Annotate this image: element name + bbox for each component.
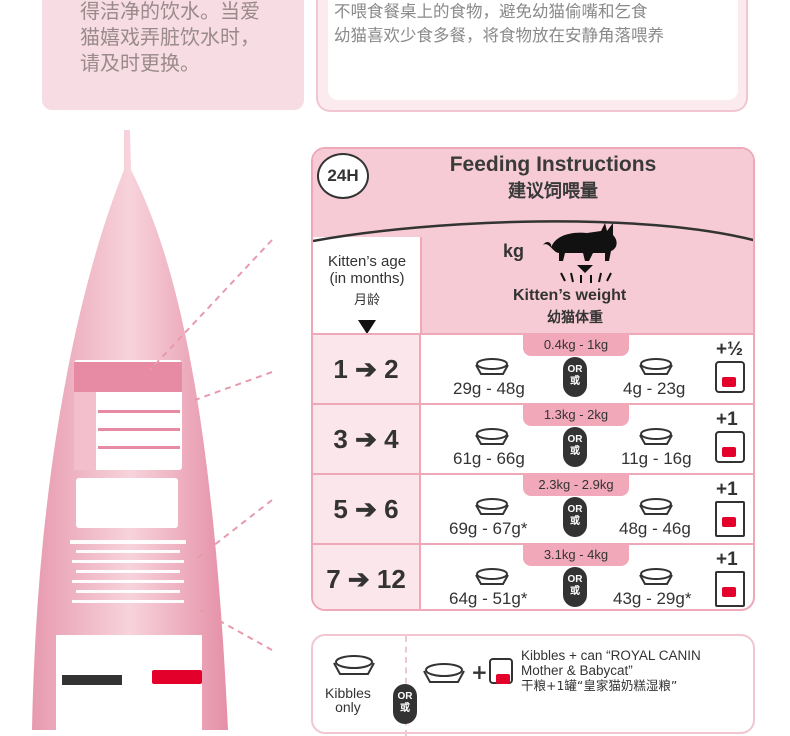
or-cn: 或 — [570, 586, 580, 597]
age-cell: 5 ➔ 6 — [313, 475, 421, 543]
bowl-icon — [475, 568, 509, 585]
mixed-label-en-1: Kibbles + can “ROYAL CANIN — [521, 648, 701, 663]
can-portion: +1 — [716, 409, 738, 430]
plus-sign: + — [471, 660, 488, 684]
weight-range: 1.3kg - 2kg — [523, 404, 629, 426]
water-tip-card: 得洁净的饮水。当爱 猫嬉戏弄脏饮水时， 请及时更换。 — [42, 0, 304, 110]
mixed-amount: 48g - 46g — [619, 519, 691, 538]
unit-label: kg — [503, 241, 525, 261]
dry-only-amount: 64g - 51g* — [449, 589, 528, 608]
dry-only-amount: 61g - 66g — [453, 449, 525, 468]
weight-label-en: Kitten’s weight — [513, 287, 627, 304]
kibbles-only-line-2: only — [335, 699, 361, 715]
mixed-label-cn: 干粮+1罐“皇家猫奶糕湿粮” — [521, 678, 678, 693]
mixed-amount: 11g - 16g — [621, 449, 692, 468]
or-en: OR — [567, 574, 583, 585]
can-icon — [715, 431, 745, 463]
age-label-en-1: Kitten’s age — [327, 253, 407, 270]
feeding-tips-card: 不喂食餐桌上的食物，避免幼猫偷嘴和乞食 幼猫喜欢少食多餐，将食物放在安静角落喂养 — [316, 0, 748, 112]
weight-range: 2.3kg - 2.9kg — [523, 474, 629, 496]
age-label-cn: 月龄 — [353, 293, 380, 308]
feeding-instructions-table: 24H Feeding Instructions 建议饲喂量 kg Kitten… — [311, 147, 755, 611]
bowl-icon — [475, 498, 509, 515]
or-pill: OR 或 — [563, 427, 587, 467]
feeding-row: 3 ➔ 4 1.3kg - 2kg 61g - 66g OR 或 11g - 16… — [313, 403, 753, 473]
dry-only-amount: 69g - 67g* — [449, 519, 528, 538]
mixed-amount: 43g - 29g* — [613, 589, 692, 608]
pouch-icon — [715, 501, 745, 537]
age-label-en-2: (in months) — [329, 270, 405, 287]
or-en: OR — [567, 504, 583, 515]
bowl-icon — [333, 655, 375, 675]
table-header: 24H Feeding Instructions 建议饲喂量 kg Kitten… — [313, 149, 753, 334]
age-cell: 1 ➔ 2 — [313, 335, 421, 403]
bowl-icon — [639, 568, 673, 585]
weight-range: 0.4kg - 1kg — [523, 334, 629, 356]
or-cn: 或 — [570, 446, 580, 457]
bowl-icon — [639, 498, 673, 515]
or-en: OR — [567, 434, 583, 445]
water-tip-line-3: 请及时更换。 — [80, 51, 200, 75]
mixed-label-en-2: Mother & Babycat” — [521, 663, 633, 678]
cat-on-scale-icon — [543, 223, 617, 283]
zoom-connector-lines — [149, 239, 273, 651]
kibbles-only-line-1: Kibbles — [325, 685, 371, 701]
weight-range: 3.1kg - 4kg — [523, 544, 629, 566]
pouch-icon — [715, 571, 745, 607]
bowl-icon — [639, 358, 673, 375]
water-tip-line-1: 得洁净的饮水。当爱 — [80, 0, 260, 23]
age-cell: 7 ➔ 12 — [313, 545, 421, 609]
legend-card: Kibbles only OR 或 + Kibbles + can “ROYAL … — [311, 634, 755, 736]
or-pill: OR 或 — [563, 497, 587, 537]
feeding-row: 7 ➔ 12 3.1kg - 4kg 64g - 51g* OR 或 43g - … — [313, 543, 753, 609]
feeding-title-cn: 建议饲喂量 — [508, 181, 598, 202]
age-cell: 3 ➔ 4 — [313, 405, 421, 473]
dry-only-amount: 29g - 48g — [453, 379, 525, 398]
pouch-portion: +1 — [716, 479, 738, 500]
can-icon — [715, 361, 745, 393]
tip-line-1: 不喂食餐桌上的食物，避免幼猫偷嘴和乞食 — [334, 2, 648, 21]
or-cn: 或 — [400, 703, 410, 714]
or-cn: 或 — [570, 516, 580, 527]
or-pill: OR 或 — [563, 567, 587, 607]
pouch-portion: +1 — [716, 549, 738, 570]
or-cn: 或 — [570, 376, 580, 387]
tip-line-2: 幼猫喜欢少食多餐，将食物放在安静角落喂养 — [334, 26, 664, 45]
product-bag-illustration — [32, 130, 228, 730]
bowl-icon — [475, 358, 509, 375]
water-tip-line-2: 猫嬉戏弄脏饮水时， — [80, 25, 260, 49]
bowl-icon — [423, 663, 465, 683]
or-en: OR — [397, 691, 413, 702]
can-portion: +½ — [716, 339, 743, 360]
or-pill: OR 或 — [393, 684, 417, 724]
or-en: OR — [567, 364, 583, 375]
or-pill: OR 或 — [563, 357, 587, 397]
feeding-title-en: Feeding Instructions — [449, 153, 657, 176]
weight-label-cn: 幼猫体重 — [547, 310, 603, 326]
kibbles-only-label: Kibbles only — [325, 686, 371, 714]
mixed-amount: 4g - 23g — [623, 379, 686, 398]
down-arrow-icon — [358, 320, 376, 334]
feeding-row: 5 ➔ 6 2.3kg - 2.9kg 69g - 67g* OR 或 48g -… — [313, 473, 753, 543]
can-icon — [489, 658, 513, 684]
bowl-icon — [475, 428, 509, 445]
feeding-row: 1 ➔ 2 0.4kg - 1kg 29g - 48g OR 或 4g - 23g… — [313, 333, 753, 403]
24h-badge: 24H — [317, 153, 369, 199]
bowl-icon — [639, 428, 673, 445]
